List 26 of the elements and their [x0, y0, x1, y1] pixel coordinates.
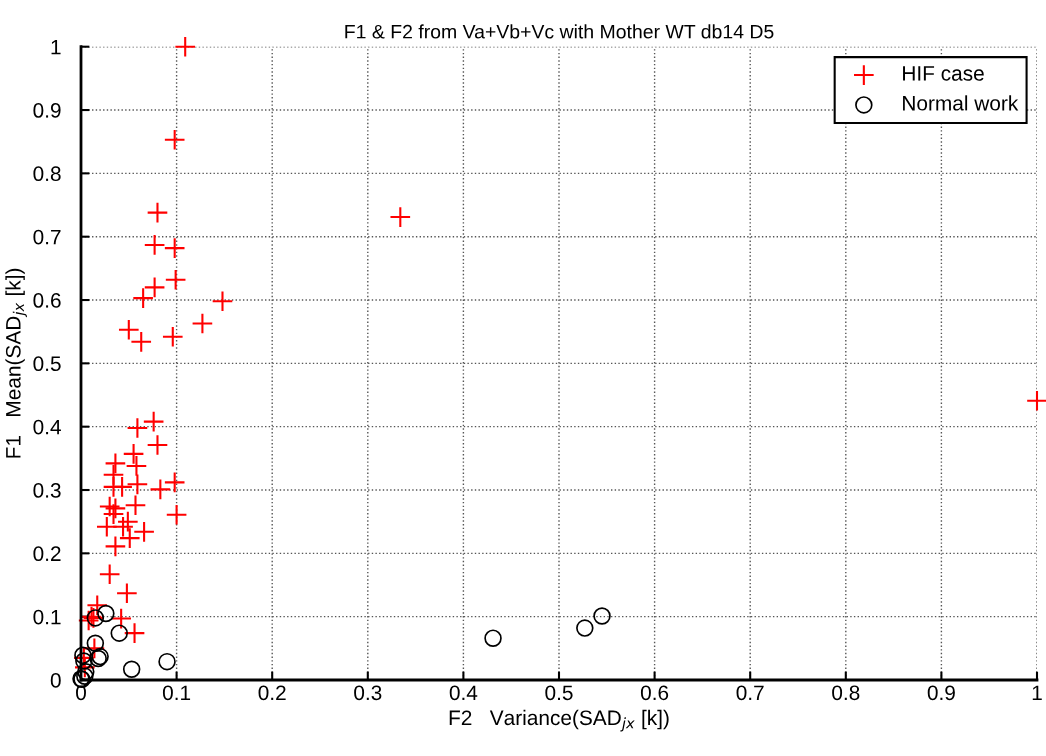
y-tick-label: 0.1	[33, 609, 61, 625]
x-tick-label: 0.7	[736, 685, 764, 701]
y-tick-label: 0	[50, 673, 61, 688]
x-tick-label: 0.8	[832, 685, 860, 701]
x-tick-label: 0.1	[162, 685, 191, 701]
y-tick-label: 0.7	[33, 229, 61, 245]
y-tick-label: 0.2	[33, 546, 61, 562]
legend-label: HIF case	[903, 66, 984, 81]
y-tick-label: 1	[51, 39, 61, 55]
y-tick-label: 0.5	[33, 356, 61, 372]
y-tick-label: 0.8	[33, 166, 61, 182]
x-tick-label: 0.2	[258, 685, 286, 701]
x-tick-label: 0.9	[927, 685, 955, 701]
x-tick-label: 0.6	[640, 685, 669, 701]
x-tick-label: 0.4	[449, 685, 478, 701]
x-tick-label: 0.3	[354, 685, 382, 701]
x-tick-label: 0.5	[545, 685, 573, 701]
chart-title: F1 & F2 from Va+Vb+Vc with Mother WT db14 D5	[345, 24, 774, 39]
y-tick-label: 0.6	[33, 293, 61, 308]
y-tick-label: 0.4	[33, 419, 61, 435]
x-axis-title: F2 Variance(SAD$_{jx}$ [k])	[449, 709, 669, 732]
y-tick-label: 0.9	[33, 103, 61, 118]
y-tick-label: 0.3	[33, 483, 61, 498]
y-axis-title: F1 Mean(SAD$_{jx}$ [k])	[5, 268, 27, 458]
x-tick-label: 1	[1032, 685, 1042, 700]
legend-label: Normal work	[903, 95, 1019, 111]
